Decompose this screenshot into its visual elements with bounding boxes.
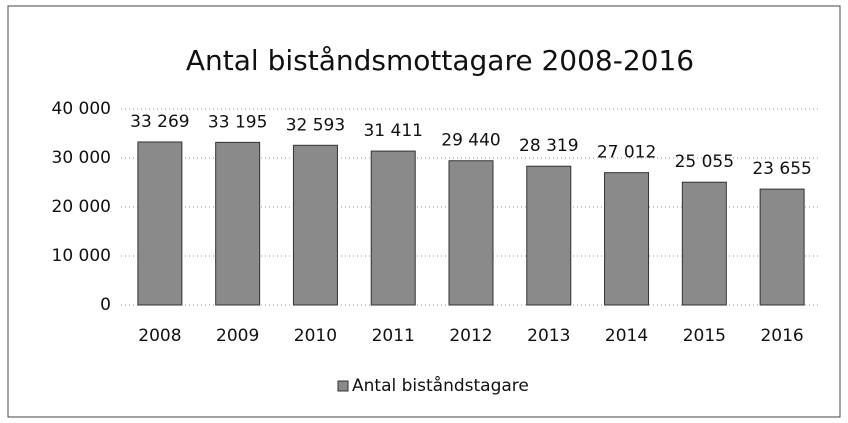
- legend-swatch: [337, 380, 349, 392]
- bar: [137, 141, 183, 306]
- bar: [526, 165, 572, 306]
- bar: [215, 141, 261, 306]
- data-label: 27 012: [597, 143, 656, 163]
- x-tick-label: 2012: [449, 326, 492, 346]
- x-tick-label: 2009: [216, 326, 259, 346]
- x-tick-label: 2008: [138, 326, 181, 346]
- chart-title: Antal biståndsmottagare 2008-2016: [186, 44, 694, 77]
- x-tick-label: 2010: [294, 326, 337, 346]
- y-tick-label: 20 000: [52, 197, 111, 217]
- legend-label: Antal biståndstagare: [352, 375, 529, 396]
- bar: [292, 144, 338, 306]
- y-tick-label: 30 000: [52, 148, 111, 168]
- bar: [370, 150, 416, 306]
- data-label: 25 055: [675, 152, 734, 172]
- data-label: 33 269: [130, 112, 189, 132]
- bar: [604, 172, 650, 306]
- data-label: 28 319: [519, 136, 578, 156]
- data-label: 33 195: [208, 112, 267, 132]
- y-tick-label: 0: [100, 295, 111, 315]
- x-tick-label: 2011: [372, 326, 415, 346]
- data-label: 32 593: [286, 115, 345, 135]
- bar: [681, 181, 727, 306]
- data-label: 31 411: [363, 121, 422, 141]
- x-tick-label: 2014: [605, 326, 648, 346]
- y-tick-label: 40 000: [52, 99, 111, 119]
- data-label: 23 655: [752, 159, 811, 179]
- data-label: 29 440: [441, 131, 500, 151]
- bar: [759, 188, 805, 306]
- x-tick-label: 2015: [683, 326, 726, 346]
- x-tick-label: 2016: [760, 326, 803, 346]
- x-tick-label: 2013: [527, 326, 570, 346]
- y-tick-label: 10 000: [52, 246, 111, 266]
- bar: [448, 160, 494, 306]
